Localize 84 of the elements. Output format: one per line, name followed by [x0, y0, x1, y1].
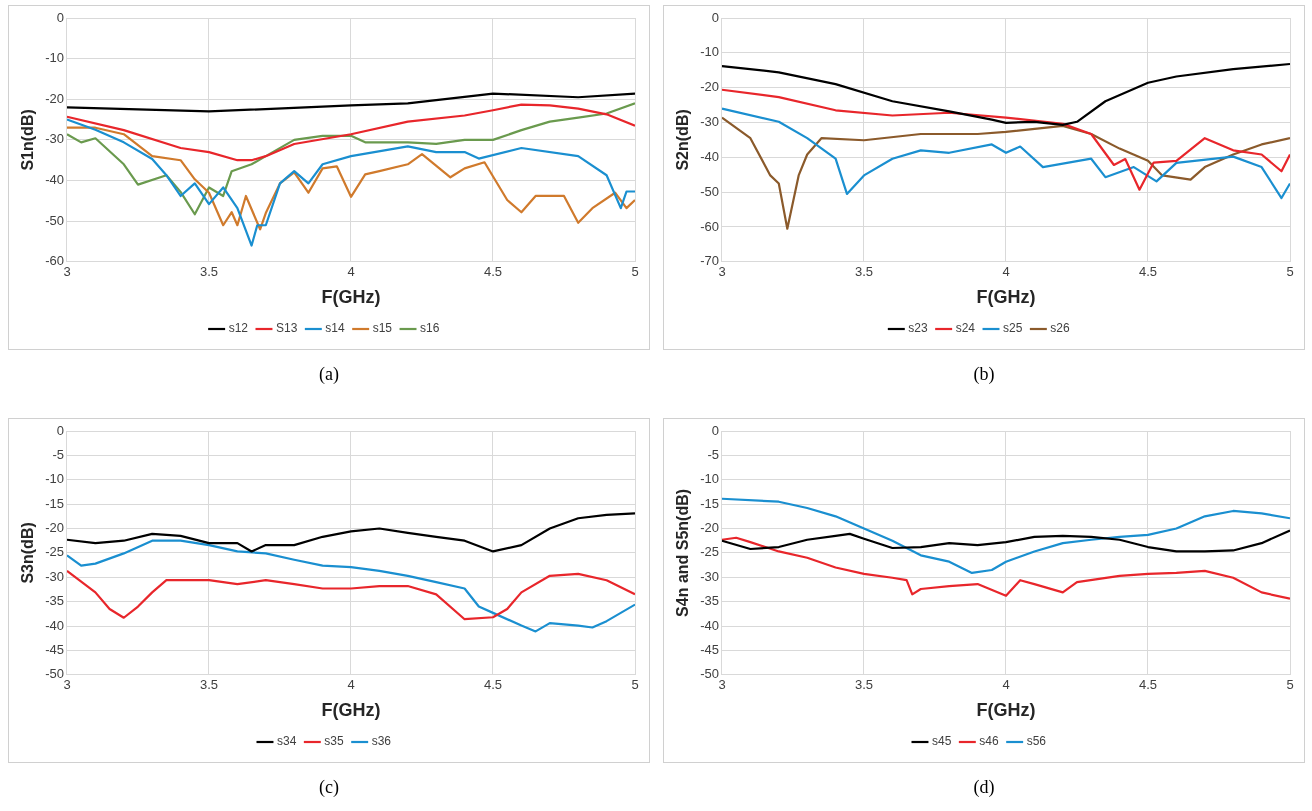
y-tick-label: -50 [45, 666, 64, 682]
legend-label: s56 [1026, 734, 1047, 749]
legend-label: s24 [955, 321, 976, 336]
x-tick-label: 3 [63, 264, 71, 280]
y-tick-label: 0 [56, 422, 64, 438]
y-tick-label: -40 [45, 172, 64, 188]
y-tick-label: -20 [700, 520, 719, 536]
legend-label: s45 [931, 734, 952, 749]
x-tick-label: 5 [1286, 677, 1294, 693]
y-tick-label: -5 [707, 446, 719, 462]
x-tick-label: 3 [63, 677, 71, 693]
legend-label: S13 [275, 321, 298, 336]
y-tick-label: -35 [45, 593, 64, 609]
text: (a) [318, 364, 340, 385]
y-tick-label: -20 [45, 90, 64, 106]
y-tick-label: 0 [56, 9, 64, 25]
legend-label: s26 [1050, 321, 1071, 336]
legend-label: s36 [371, 734, 392, 749]
y-tick-label: -15 [700, 495, 719, 511]
text: (b) [972, 364, 996, 385]
y-tick-label: -45 [700, 642, 719, 657]
y-tick-label: -30 [45, 568, 64, 584]
x-tick-label: 4 [347, 264, 355, 280]
x-axis-title: F(GHz) [976, 700, 1036, 721]
y-tick-label: -45 [45, 642, 64, 657]
y-tick-label: -30 [45, 131, 64, 147]
y-tick-label: 0 [711, 9, 719, 25]
y-tick-label: -15 [45, 495, 64, 511]
x-tick-label: 3.5 [854, 264, 874, 280]
y-tick-label: -10 [45, 50, 64, 66]
y-axis-title: S4n and S5n(dB) [674, 488, 692, 617]
x-tick-label: 4.5 [483, 264, 503, 280]
y-tick-label: 0 [711, 422, 719, 438]
y-tick-label: -40 [700, 148, 719, 164]
legend-label: s14 [325, 321, 345, 336]
x-tick-label: 4.5 [1138, 264, 1158, 280]
y-axis-title: S3n(dB) [19, 522, 37, 584]
legend-label: s35 [324, 734, 344, 749]
x-tick-label: 4.5 [483, 677, 503, 693]
x-tick-label: 3.5 [199, 677, 219, 693]
legend-label: s46 [979, 734, 999, 749]
y-tick-label: -40 [700, 617, 719, 633]
x-axis-title: F(GHz) [321, 287, 381, 308]
y-tick-label: -50 [700, 666, 719, 682]
y-tick-label: -20 [700, 79, 719, 95]
x-tick-label: 3 [718, 677, 726, 693]
y-tick-label: -60 [45, 253, 64, 269]
x-tick-label: 3.5 [199, 264, 219, 280]
y-tick-label: -40 [45, 617, 64, 633]
legend-label: s23 [908, 321, 928, 336]
y-tick-label: -20 [45, 520, 64, 536]
y-tick-label: -50 [45, 212, 64, 228]
y-axis-title: S1n(dB) [19, 109, 37, 171]
y-tick-label: -30 [700, 114, 719, 130]
x-tick-label: 3 [718, 264, 726, 280]
y-tick-label: -10 [45, 471, 64, 487]
y-tick-label: -50 [700, 183, 719, 199]
legend-label: s16 [420, 321, 440, 336]
legend-label: s34 [276, 734, 297, 749]
x-tick-label: 5 [631, 677, 639, 693]
legend-label: s15 [372, 321, 393, 336]
legend-label: s12 [228, 321, 249, 336]
y-tick-label: -5 [52, 446, 64, 462]
y-tick-label: -10 [700, 471, 719, 487]
y-axis-title: S2n(dB) [674, 109, 692, 171]
y-tick-label: -30 [700, 568, 719, 584]
x-tick-label: 4 [347, 677, 355, 693]
x-tick-label: 5 [1286, 264, 1294, 280]
y-tick-label: -70 [700, 253, 719, 269]
x-tick-label: 3.5 [854, 677, 874, 693]
x-axis-title: F(GHz) [321, 700, 381, 721]
y-tick-label: -35 [700, 593, 719, 609]
y-tick-label: -25 [700, 544, 719, 560]
y-tick-label: -25 [45, 544, 64, 560]
x-tick-label: 4 [1002, 264, 1010, 280]
y-tick-label: -10 [700, 44, 719, 60]
x-tick-label: 4.5 [1138, 677, 1158, 693]
y-tick-label: -60 [700, 218, 719, 234]
x-tick-label: 4 [1002, 677, 1010, 693]
x-tick-label: 5 [631, 264, 639, 280]
x-axis-title: F(GHz) [976, 287, 1036, 308]
text: (c) [318, 777, 340, 798]
legend-label: s25 [1003, 321, 1023, 336]
text: (d) [972, 777, 996, 798]
